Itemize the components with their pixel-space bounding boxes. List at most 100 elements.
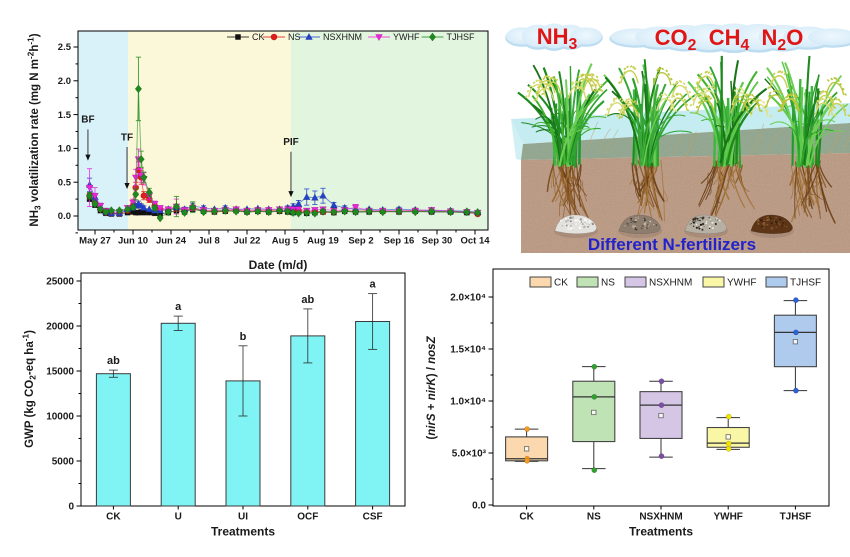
data-point xyxy=(137,154,145,164)
data-point xyxy=(232,206,240,216)
data-point xyxy=(85,184,94,192)
data-point xyxy=(145,187,153,197)
x-tick-label: CSF xyxy=(363,512,383,523)
legend-marker xyxy=(270,33,278,41)
x-tick-label: Jul 8 xyxy=(198,236,220,247)
legend-label: CK xyxy=(554,278,568,289)
panel-gene-ratio-boxplot: 0.0 5.0×10³ 1.0×10⁴ 1.5×10⁴ 2.0×10⁴ CK NS NSXHN… xyxy=(426,268,830,539)
legend-item-TJHSF: TJHSF xyxy=(421,32,475,42)
data-point xyxy=(474,208,482,218)
y-tick-label: 25000 xyxy=(46,276,74,287)
error-bar xyxy=(303,308,313,364)
bar-OCF: ab xyxy=(290,294,326,507)
data-point xyxy=(341,206,349,216)
error-bar xyxy=(368,293,378,350)
fertilizer-pile-white-granular xyxy=(554,214,598,238)
significance-letter: a xyxy=(175,301,182,313)
legend-swatch xyxy=(702,276,725,288)
x-tick-label: Sep 30 xyxy=(422,236,453,247)
data-point xyxy=(172,202,180,211)
x-tick-label: Aug 19 xyxy=(307,236,339,247)
data-point xyxy=(294,199,303,207)
legend-item-NSXHNM: NSXHNM xyxy=(624,276,692,289)
data-point xyxy=(303,208,311,218)
y-tick-label: 0.0 xyxy=(58,211,71,222)
data-point xyxy=(295,208,303,218)
bar-U: a xyxy=(160,301,196,507)
box-NS xyxy=(572,363,616,474)
chart-legend: CK NS NSXHNM YWHF TJHSF xyxy=(227,32,475,42)
data-point xyxy=(124,204,132,214)
data-point xyxy=(210,206,218,216)
data-point xyxy=(311,208,319,218)
x-axis-ticks xyxy=(73,46,476,235)
arrowhead xyxy=(288,191,294,198)
data-point xyxy=(96,204,104,214)
data-point xyxy=(319,206,327,216)
data-point xyxy=(107,206,115,215)
y-tick-label: 2.0 xyxy=(58,76,71,87)
data-point xyxy=(395,206,403,216)
x-tick-label: Sep 2 xyxy=(348,236,373,247)
data-point xyxy=(254,206,262,216)
x-axis-title: Treatments xyxy=(629,525,693,539)
water-surface xyxy=(511,103,850,144)
fertilizer-pile-dark-brown-granular xyxy=(750,214,794,238)
error-bar xyxy=(173,315,183,331)
x-tick-label: NS xyxy=(587,512,601,523)
y-tick-label: 20000 xyxy=(46,321,74,332)
legend-swatch xyxy=(529,276,552,288)
data-point xyxy=(145,205,154,213)
data-point xyxy=(365,206,373,216)
legend-item-YWHF: YWHF xyxy=(702,276,756,289)
bar-UI: b xyxy=(225,331,261,507)
data-point xyxy=(793,387,799,394)
x-tick-label: UI xyxy=(238,512,248,523)
mean-marker xyxy=(524,446,530,452)
y-tick-label: 1.0×10⁴ xyxy=(450,396,486,407)
error-bar xyxy=(108,369,118,378)
data-point xyxy=(352,207,360,217)
gas-label-co2-ch4-n2o: CO2 CH4 N2O xyxy=(655,25,804,54)
annotation-label: TF xyxy=(121,132,133,143)
legend-label: NSXHNM xyxy=(649,278,692,289)
data-point xyxy=(200,207,208,217)
data-point xyxy=(140,203,148,211)
x-axis-title: Date (m/d) xyxy=(249,258,308,272)
data-point xyxy=(658,378,665,385)
legend-item-NS: NS xyxy=(263,32,301,42)
rice-cluster-4 xyxy=(764,55,850,168)
data-point xyxy=(181,208,189,218)
data-point xyxy=(189,202,197,212)
bar-rect xyxy=(95,373,131,507)
fertilizer-pile-gray-brown-granular xyxy=(618,214,662,238)
y-tick-label: 1.0 xyxy=(58,144,71,155)
arrowhead xyxy=(85,154,91,161)
data-point xyxy=(141,209,147,216)
significance-letter: ab xyxy=(107,355,120,367)
legend-marker xyxy=(428,32,437,42)
data-point xyxy=(463,207,471,217)
illustration-caption: Different N-fertilizers xyxy=(588,235,756,254)
rice-cluster-1 xyxy=(517,63,619,168)
data-point xyxy=(129,199,137,207)
legend-marker xyxy=(235,34,241,40)
x-tick-label: NSXHNM xyxy=(639,512,682,523)
box-TJHSF xyxy=(773,297,817,394)
data-point xyxy=(793,329,799,336)
legend-label: YWHF xyxy=(727,278,756,289)
data-point xyxy=(265,207,273,217)
x-tick-label: Aug 5 xyxy=(272,236,299,247)
chart-legend: CK NS NSXHNM YWHF TJHSF xyxy=(529,276,821,289)
y-tick-label: 5000 xyxy=(52,456,75,467)
data-point xyxy=(658,453,665,459)
data-point xyxy=(164,207,172,217)
legend-label: TJHSF xyxy=(790,278,821,289)
data-point xyxy=(591,467,598,474)
legend-item-TJHSF: TJHSF xyxy=(765,276,821,289)
y-axis-title: NH3 volatilization rate (mg N m-2h-1) xyxy=(27,33,43,226)
box-YWHF xyxy=(706,413,750,452)
data-point xyxy=(524,426,530,432)
legend-label: YWHF xyxy=(393,32,420,42)
data-point xyxy=(428,206,436,216)
